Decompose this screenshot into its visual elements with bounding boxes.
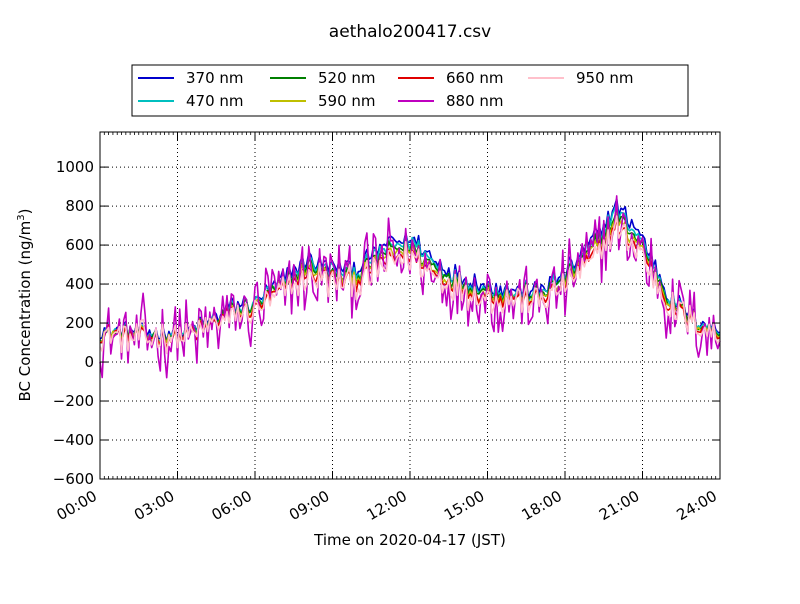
- legend-label: 950 nm: [576, 69, 634, 87]
- legend-item: 370 nm: [138, 69, 244, 87]
- x-tick-label: 06:00: [209, 487, 255, 524]
- legend: 370 nm 470 nm 520 nm 590 nm 660 nm 880 nm 950 …: [131, 64, 689, 117]
- legend-label: 370 nm: [186, 69, 244, 87]
- legend-frame: [131, 64, 689, 117]
- legend-label: 470 nm: [186, 92, 244, 110]
- y-tick-label: −400: [53, 431, 94, 449]
- x-tick-label: 09:00: [286, 487, 332, 524]
- x-axis-label: Time on 2020-04-17 (JST): [313, 531, 506, 549]
- legend-label: 590 nm: [318, 92, 376, 110]
- series-line-950-nm: [99, 215, 721, 355]
- x-tick-label: 12:00: [364, 487, 410, 524]
- legend-label: 520 nm: [318, 69, 376, 87]
- y-axis-label-end: ): [16, 209, 34, 215]
- y-tick-label: −200: [53, 392, 94, 410]
- y-axis-label: BC Concentration (ng/m3): [16, 209, 34, 402]
- x-tick-label: 18:00: [519, 487, 565, 524]
- legend-item: 950 nm: [528, 69, 634, 87]
- y-axis-label-text: BC Concentration (ng/m: [16, 221, 34, 402]
- y-tick-label: 0: [84, 353, 94, 371]
- y-tick-label: −600: [53, 470, 94, 488]
- grid-lines: [100, 132, 720, 480]
- legend-item: 660 nm: [398, 69, 504, 87]
- legend-item: 470 nm: [138, 92, 244, 110]
- series-lines: [99, 195, 721, 379]
- legend-item: 520 nm: [270, 69, 376, 87]
- chart-title: aethalo200417.csv: [329, 22, 491, 42]
- legend-item: 590 nm: [270, 92, 376, 110]
- legend-label: 660 nm: [446, 69, 504, 87]
- y-tick-label: 200: [65, 314, 94, 332]
- y-tick-label: 400: [65, 275, 94, 293]
- y-axis-label-superscript: 3: [16, 214, 27, 220]
- y-tick-label: 800: [65, 197, 94, 215]
- x-tick-label: 21:00: [596, 487, 642, 524]
- x-tick-label: 24:00: [674, 487, 720, 524]
- legend-item: 880 nm: [398, 92, 504, 110]
- series-line-880-nm: [99, 195, 721, 379]
- y-tick-label: 600: [65, 236, 94, 254]
- x-tick-label: 15:00: [441, 487, 487, 524]
- x-tick-label: 00:00: [54, 487, 100, 524]
- axis-ticks: 00:00 03:00 06:00 09:00 12:00 15:00 18:00 21:00…: [53, 132, 721, 524]
- x-tick-label: 03:00: [131, 487, 177, 524]
- legend-label: 880 nm: [446, 92, 504, 110]
- y-tick-label: 1000: [56, 158, 94, 176]
